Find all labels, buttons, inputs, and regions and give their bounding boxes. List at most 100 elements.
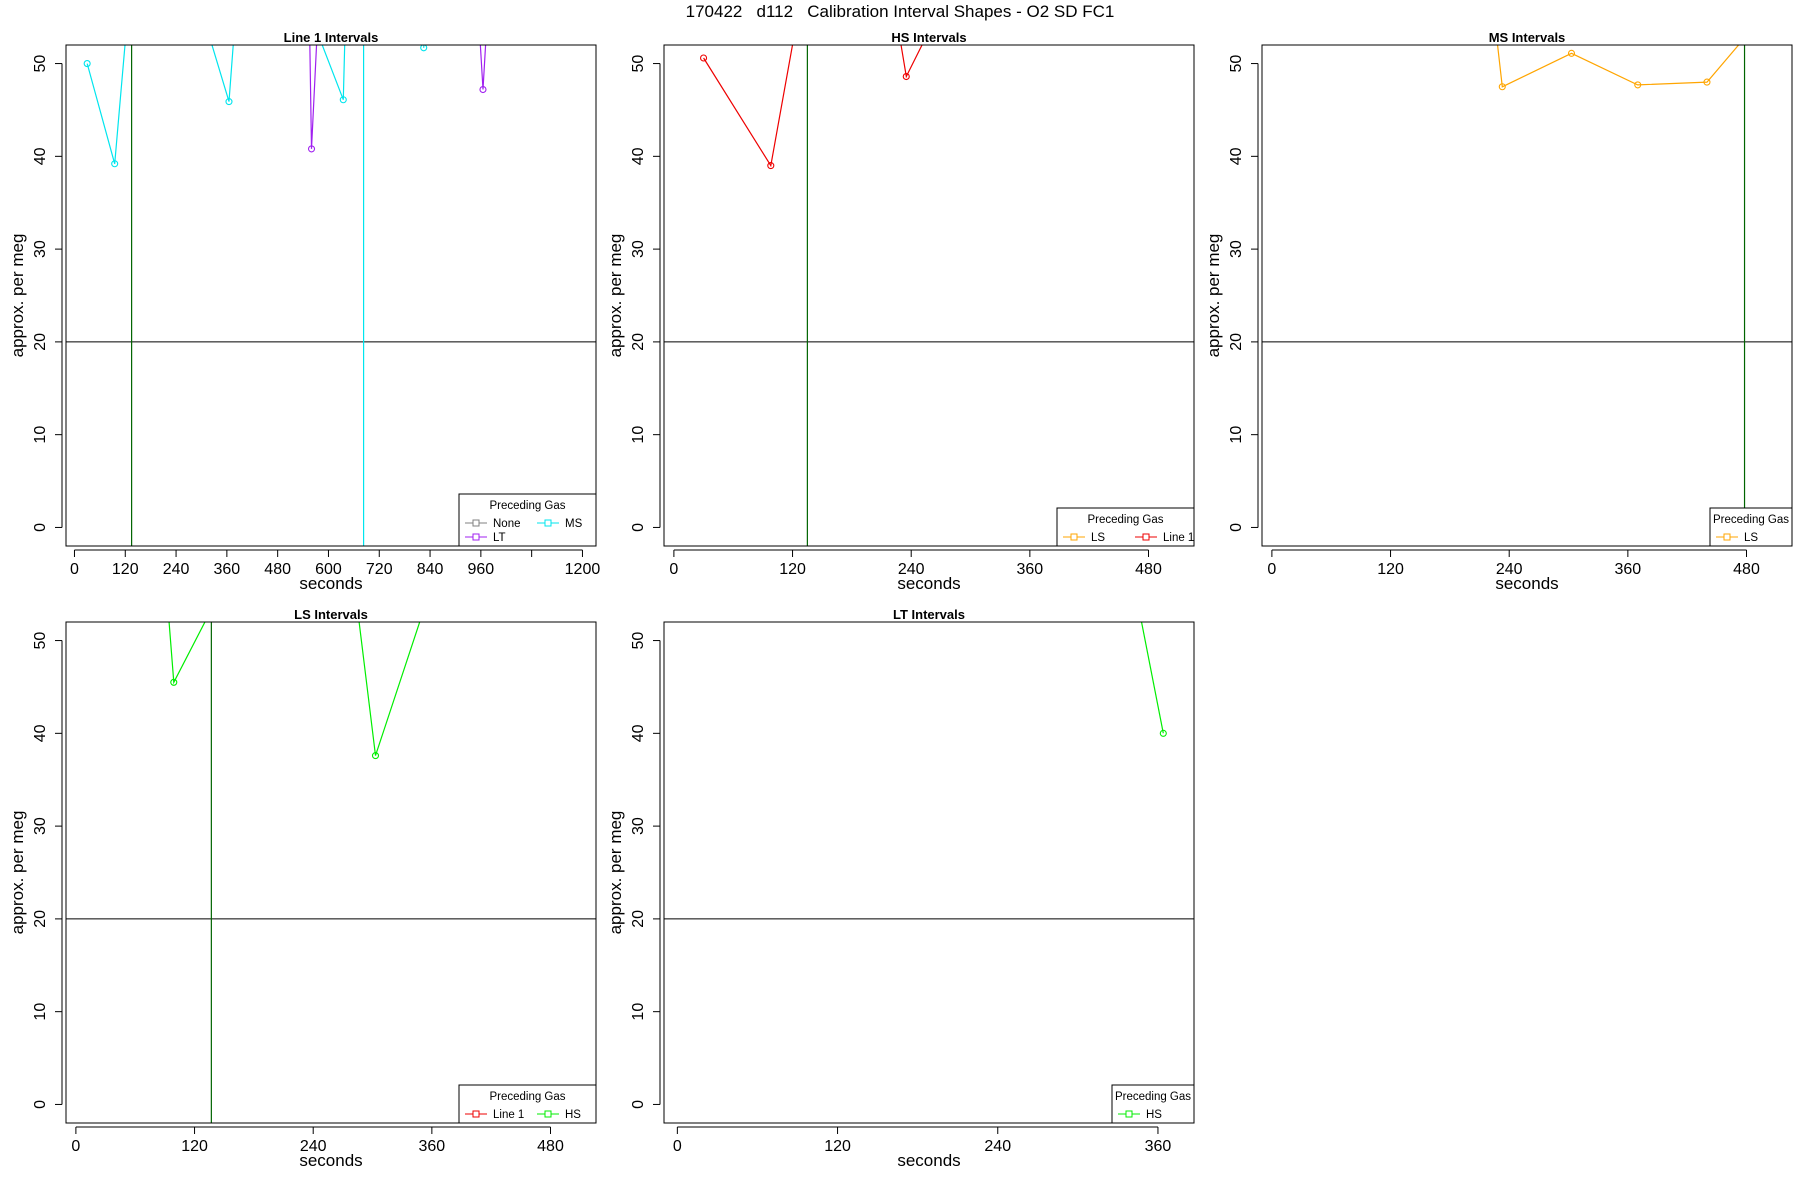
series-line-hs <box>358 622 421 756</box>
y-tick-label: 0 <box>630 1100 647 1109</box>
legend-entry: Line 1 <box>465 1109 524 1121</box>
plot-frame <box>65 44 597 547</box>
x-axis: 0 120 240 360 480 seconds <box>71 1126 564 1170</box>
legend-box <box>458 1084 597 1124</box>
x-tick-label: 600 <box>315 561 342 578</box>
data-point <box>371 752 380 760</box>
x-tick-label: 120 <box>1377 561 1404 578</box>
x-axis-label: seconds <box>897 574 960 593</box>
y-tick-label: 10 <box>630 426 647 444</box>
panel-title: Line 1 Intervals <box>284 30 379 45</box>
data-point <box>767 162 775 170</box>
x-tick-label: 840 <box>417 561 444 578</box>
x-axis: 0 120 240 360 480 600 720 840 960 1200 seconds <box>70 549 601 593</box>
legend-label: LS <box>1091 532 1105 544</box>
series-line-hs <box>168 622 206 685</box>
data-point <box>700 54 708 62</box>
x-tick-label: 360 <box>214 561 241 578</box>
x-axis: 0 120 240 360 seconds <box>673 1126 1172 1170</box>
legend-marker <box>544 519 552 527</box>
chart-panel-1: Line 1 Intervals 0 120 240 360 480 600 720 840 96… <box>8 30 601 593</box>
legend-label: Line 1 <box>1163 532 1194 544</box>
y-tick-label: 20 <box>630 910 647 928</box>
x-tick-label: 960 <box>468 561 495 578</box>
y-tick-label: 0 <box>32 1100 49 1109</box>
chart-panel-4: LS Intervals 0 120 240 360 480 seconds 0 10 20 30 4… <box>8 607 597 1170</box>
plot-area <box>168 622 421 760</box>
x-axis-label: seconds <box>299 1151 362 1170</box>
data-point <box>479 85 487 94</box>
x-axis: 0 120 240 360 480 seconds <box>669 549 1162 593</box>
x-tick-label: 360 <box>1017 561 1044 578</box>
legend-entry: HS <box>537 1109 581 1121</box>
legend-label: LS <box>1744 532 1758 544</box>
y-tick-label: 40 <box>32 147 49 165</box>
plot-area <box>83 45 487 168</box>
legend-entry: HS <box>1118 1109 1162 1121</box>
panel-title: LT Intervals <box>893 607 965 622</box>
y-tick-label: 30 <box>1228 240 1245 258</box>
x-tick-label: 0 <box>1267 561 1276 578</box>
data-point <box>111 160 119 168</box>
data-point <box>1703 78 1711 86</box>
chart-panel-5: LT Intervals 0 120 240 360 seconds 0 10 20 30 40 50… <box>606 607 1195 1170</box>
y-axis-label: approx. per meg <box>1204 234 1223 358</box>
x-tick-label: 120 <box>779 561 806 578</box>
x-tick-label: 120 <box>112 561 139 578</box>
plot-frame <box>65 621 597 1124</box>
y-tick-label: 10 <box>630 1003 647 1021</box>
legend-marker <box>1125 1110 1133 1118</box>
legend-title: Preceding Gas <box>1087 514 1163 526</box>
legend-title: Preceding Gas <box>489 1091 565 1103</box>
y-tick-label: 50 <box>32 55 49 73</box>
x-tick-label: 360 <box>1145 1138 1172 1155</box>
legend-entry: LT <box>465 532 506 544</box>
legend-label: Line 1 <box>493 1109 524 1121</box>
chart-panel-2: HS Intervals 0 120 240 360 480 seconds 0 10 20 30 4… <box>606 30 1195 593</box>
series-line-line-1 <box>703 45 794 168</box>
legend-box <box>1056 507 1195 547</box>
plot-frame <box>663 44 1195 547</box>
series-line-ms <box>211 45 234 102</box>
panel-title: HS Intervals <box>891 30 966 45</box>
legend: Preceding Gas HS <box>1111 1084 1195 1124</box>
legend-entry: Line 1 <box>1135 532 1194 544</box>
legend-marker <box>472 1110 480 1118</box>
y-tick-label: 30 <box>32 817 49 835</box>
y-tick-label: 50 <box>630 55 647 73</box>
y-tick-label: 30 <box>630 817 647 835</box>
x-tick-label: 240 <box>300 1138 327 1155</box>
x-tick-label: 1200 <box>565 561 601 578</box>
legend-marker <box>472 519 480 527</box>
x-tick-label: 240 <box>898 561 925 578</box>
data-point <box>83 60 91 68</box>
data-point <box>420 45 428 52</box>
x-axis-label: seconds <box>897 1151 960 1170</box>
data-point <box>225 98 233 106</box>
y-tick-label: 20 <box>32 333 49 351</box>
x-tick-label: 0 <box>71 1138 80 1155</box>
y-tick-label: 20 <box>32 910 49 928</box>
x-tick-label: 0 <box>669 561 678 578</box>
reference-lines <box>664 45 1194 546</box>
legend-marker <box>1142 533 1150 541</box>
data-point <box>339 96 347 104</box>
x-axis: 0 120 240 360 480 seconds <box>1267 549 1760 593</box>
x-axis-label: seconds <box>299 574 362 593</box>
legend-label: MS <box>565 518 583 530</box>
series-line-ms <box>321 45 346 100</box>
y-tick-label: 10 <box>1228 426 1245 444</box>
legend: Preceding Gas None LT MS <box>458 493 597 547</box>
legend-label: HS <box>565 1109 581 1121</box>
x-tick-label: 360 <box>1615 561 1642 578</box>
x-tick-label: 480 <box>537 1138 564 1155</box>
y-tick-label: 10 <box>32 426 49 444</box>
legend-entry: None <box>465 518 521 530</box>
legend-label: None <box>493 518 521 530</box>
legend-marker <box>1723 533 1731 541</box>
plot-area <box>1140 622 1167 737</box>
data-point <box>902 72 910 81</box>
y-axis: 0 10 20 30 40 50 approx. per meg <box>606 632 661 1109</box>
y-tick-label: 0 <box>32 523 49 532</box>
